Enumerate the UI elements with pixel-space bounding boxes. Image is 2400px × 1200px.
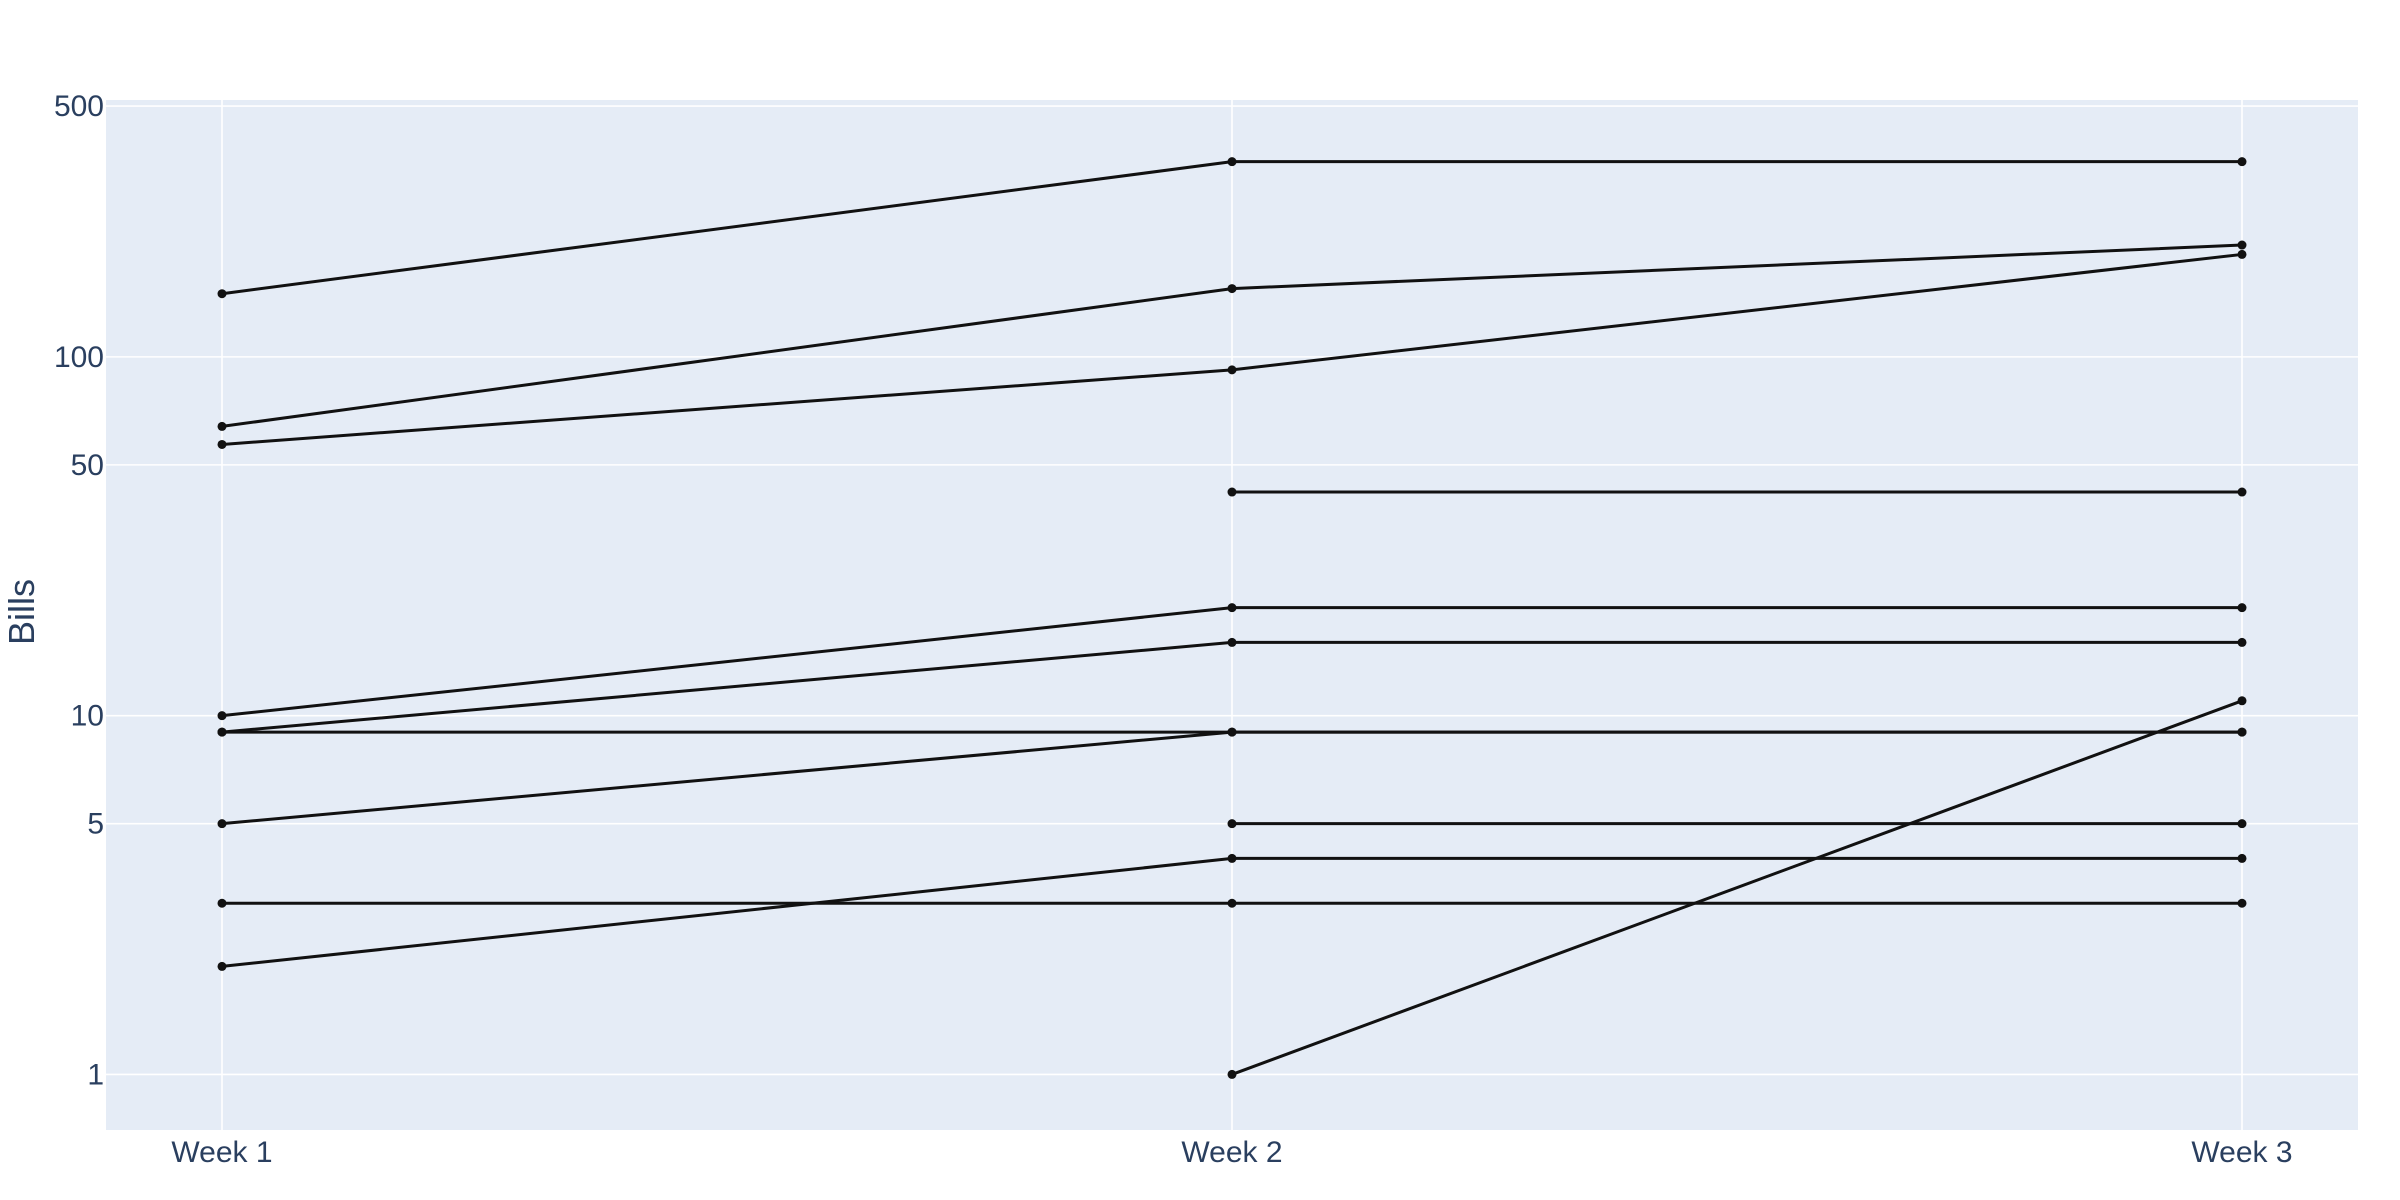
data-point [217,898,227,908]
data-point [1227,727,1237,737]
y-axis-ticks: 1 5 10 50 100 500 [54,90,104,1091]
data-point [217,289,227,299]
y-tick-label: 50 [71,449,104,482]
series-10 [217,853,2247,971]
data-point [1227,1069,1237,1079]
data-point [2237,853,2247,863]
data-point [2237,637,2247,647]
data-point [217,421,227,431]
data-point [217,961,227,971]
x-axis-ticks: Week 1 Week 2 Week 3 [171,1136,2292,1169]
data-point [2237,727,2247,737]
data-point [2237,157,2247,167]
y-tick-label: 100 [54,341,104,374]
x-tick-label: Week 2 [1181,1136,1282,1169]
data-point [1227,157,1237,167]
data-point [2237,819,2247,829]
series-1 [217,157,2247,299]
data-point [217,819,227,829]
data-point [2237,249,2247,259]
data-point [217,727,227,737]
series-8 [217,727,2247,829]
x-tick-label: Week 3 [2191,1136,2292,1169]
data-point [1227,853,1237,863]
data-point [2237,696,2247,706]
series-lines [217,157,2247,1079]
series-3 [217,249,2247,449]
series-5 [217,603,2247,721]
y-tick-label: 5 [87,808,104,841]
series-2 [217,240,2247,431]
y-axis-title: Bills [1,579,42,645]
series-line [1231,699,2243,1076]
data-point [217,711,227,721]
data-point [2237,240,2247,250]
y-tick-label: 1 [87,1058,104,1091]
data-point [1227,819,1237,829]
series-12 [1227,696,2247,1079]
data-point [1227,365,1237,375]
y-tick-label: 500 [54,90,104,123]
series-9 [1227,819,2247,829]
data-point [2237,898,2247,908]
data-point [217,439,227,449]
series-11 [217,898,2247,908]
data-point [2237,603,2247,613]
x-tick-label: Week 1 [171,1136,272,1169]
data-point [1227,487,1237,497]
y-tick-label: 10 [71,700,104,733]
data-point [1227,898,1237,908]
data-point [1227,284,1237,294]
series-4 [1227,487,2247,497]
data-point [1227,603,1237,613]
data-point [2237,487,2247,497]
data-point [1227,637,1237,647]
